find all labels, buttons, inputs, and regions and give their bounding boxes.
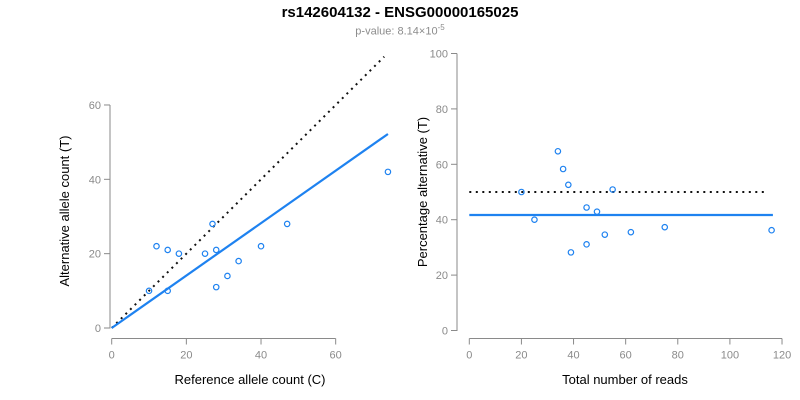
right-y-tick-label: 60 — [436, 159, 448, 171]
left-data-point — [212, 246, 220, 254]
right-x-tick-label: 80 — [672, 350, 684, 362]
pvalue-exponent: -5 — [437, 23, 445, 32]
right-x-tick-label: 20 — [515, 350, 527, 362]
right-x-axis-title: Total number of reads — [562, 372, 688, 387]
left-data-point — [145, 287, 153, 295]
left-data-point — [283, 220, 291, 228]
left-data-point — [201, 250, 209, 257]
right-data-point — [583, 204, 590, 211]
right-x-tick-label: 100 — [721, 350, 739, 362]
left-data-point — [224, 272, 231, 280]
right-x-tick-label: 60 — [620, 350, 632, 362]
right-data-point — [627, 228, 635, 236]
right-x-tick-label: 0 — [466, 350, 472, 362]
right-data-point — [601, 231, 609, 238]
right-data-point — [583, 241, 590, 248]
right-y-tick-label: 0 — [442, 326, 448, 338]
right-data-point — [554, 147, 562, 155]
pvalue-text: p-value: 8.14×10 — [355, 25, 438, 38]
left-x-tick-label: 60 — [330, 350, 342, 362]
left-x-tick-label: 0 — [109, 350, 115, 362]
left-regression-line — [111, 133, 389, 329]
left-y-tick-label: 60 — [89, 100, 101, 112]
left-identity-line — [110, 55, 385, 329]
right-y-tick-label: 100 — [430, 49, 448, 61]
left-data-point — [235, 257, 242, 265]
left-x-tick-label: 40 — [255, 350, 267, 362]
left-x-axis-title: Reference allele count (C) — [174, 372, 326, 387]
figure-title: rs142604132 - ENSG00000165025 — [281, 4, 519, 21]
left-data-point — [164, 246, 171, 254]
left-data-point — [257, 242, 265, 250]
right-data-point — [661, 223, 669, 231]
right-x-tick-label: 40 — [567, 350, 579, 362]
right-data-point — [609, 186, 616, 193]
right-y-axis-title: Percentage alternative (T) — [415, 116, 430, 268]
right-data-point — [565, 181, 572, 189]
left-y-tick-label: 40 — [89, 174, 101, 186]
left-y-axis-title: Alternative allele count (T) — [57, 135, 72, 287]
right-y-tick-label: 20 — [436, 270, 448, 282]
left-x-tick-label: 20 — [180, 350, 192, 362]
left-data-point — [212, 283, 220, 291]
right-data-point — [518, 188, 525, 196]
right-y-tick-label: 80 — [436, 104, 448, 116]
left-data-point — [164, 287, 171, 295]
figure-subtitle: p-value: 8.14×10-5 — [0, 23, 800, 38]
right-data-point — [567, 249, 575, 256]
left-data-point — [175, 250, 183, 257]
right-y-tick-label: 40 — [436, 215, 448, 227]
right-data-point — [768, 226, 775, 234]
right-data-point — [593, 208, 601, 215]
right-x-tick-label: 120 — [773, 350, 791, 362]
left-data-point — [209, 220, 216, 228]
left-y-tick-label: 20 — [89, 249, 101, 261]
right-data-point — [559, 165, 567, 173]
left-data-point — [153, 242, 160, 250]
right-data-point — [531, 216, 538, 224]
left-y-tick-label: 0 — [95, 323, 101, 335]
left-data-point — [384, 168, 392, 176]
